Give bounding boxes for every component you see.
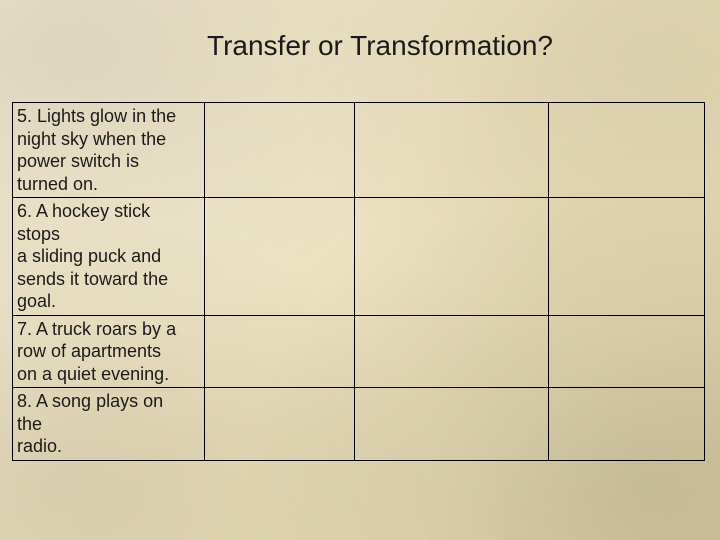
table-row: 5. Lights glow in the night sky when the… — [13, 103, 705, 198]
row-description: 8. A song plays on the radio. — [13, 388, 205, 461]
row-cell — [549, 388, 705, 461]
row-cell — [549, 198, 705, 316]
row-cell — [355, 103, 549, 198]
table-row: 7. A truck roars by a row of apartments … — [13, 315, 705, 388]
row-cell — [355, 315, 549, 388]
row-description: 6. A hockey stick stops a sliding puck a… — [13, 198, 205, 316]
row-cell — [205, 198, 355, 316]
row-cell — [205, 315, 355, 388]
row-cell — [355, 198, 549, 316]
table-row: 6. A hockey stick stops a sliding puck a… — [13, 198, 705, 316]
worksheet-table: 5. Lights glow in the night sky when the… — [12, 102, 705, 461]
page-title: Transfer or Transformation? — [40, 0, 720, 102]
row-description: 7. A truck roars by a row of apartments … — [13, 315, 205, 388]
row-cell — [549, 315, 705, 388]
row-cell — [205, 103, 355, 198]
row-description: 5. Lights glow in the night sky when the… — [13, 103, 205, 198]
row-cell — [205, 388, 355, 461]
row-cell — [355, 388, 549, 461]
table-row: 8. A song plays on the radio. — [13, 388, 705, 461]
row-cell — [549, 103, 705, 198]
